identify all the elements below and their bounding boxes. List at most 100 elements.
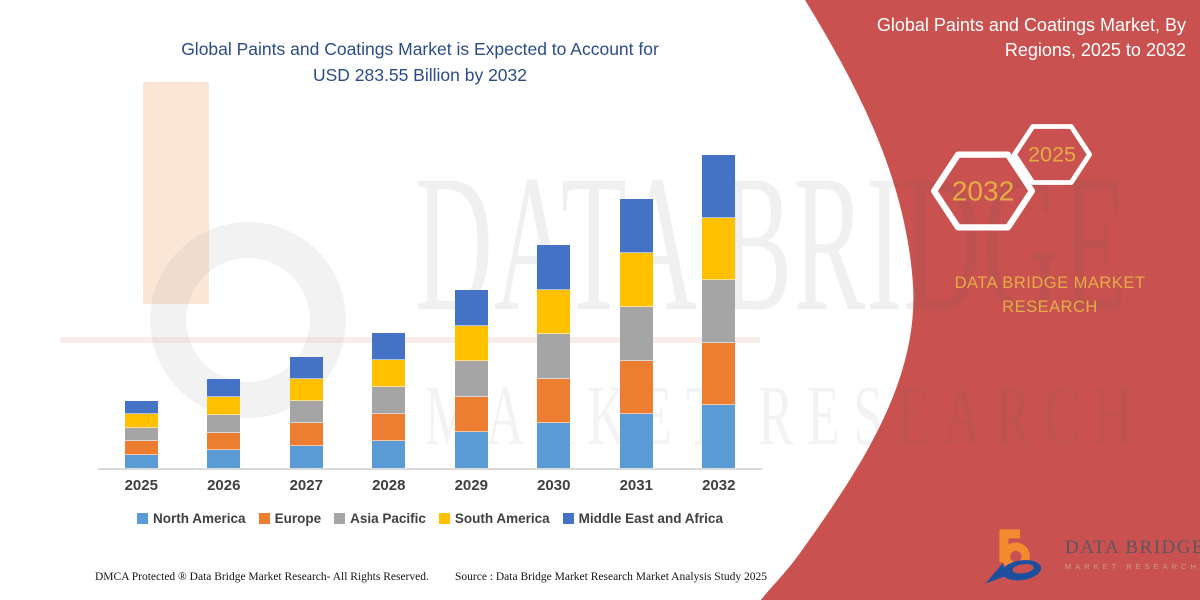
- banner-title: Global Paints and Coatings Market, By Re…: [780, 13, 1192, 63]
- legend-swatch: [258, 513, 270, 524]
- bar-segment-europe: [537, 378, 571, 424]
- legend-label: Europe: [274, 511, 322, 526]
- legend-item-europe: Europe: [258, 511, 322, 526]
- legend-swatch: [334, 513, 346, 524]
- x-axis-ticks: 2025 2026 2027 2028 2029 2030 2031 2032: [100, 477, 760, 494]
- bar-segment-middle-east-and-africa: [537, 245, 571, 290]
- bar-segment-south-america: [289, 378, 323, 402]
- hexagon-badge-2025: 2025: [1012, 124, 1092, 185]
- bar-segment-middle-east-and-africa: [454, 290, 488, 326]
- legend-label: North America: [153, 511, 246, 526]
- hexagon-badge-2032: 2032: [931, 151, 1035, 231]
- hexagon-year-label: 2032: [952, 175, 1014, 206]
- bar-segment-asia-pacific: [207, 414, 241, 433]
- data-bridge-logo: DATA BRIDGE MARKET RESEARCH: [983, 522, 1200, 586]
- bar-segment-middle-east-and-africa: [372, 333, 406, 361]
- x-tick-2029: 2029: [454, 477, 488, 494]
- logo-subtitle: MARKET RESEARCH: [1065, 562, 1200, 571]
- logo-name: DATA BRIDGE: [1065, 537, 1200, 558]
- bar-segment-north-america: [454, 432, 488, 468]
- bar-segment-asia-pacific: [124, 427, 158, 442]
- bar-segment-middle-east-and-africa: [289, 356, 323, 379]
- bar-2028: [372, 333, 406, 468]
- x-axis-line: [98, 468, 762, 470]
- legend-swatch: [137, 513, 149, 524]
- banner-brand-text: DATA BRIDGE MARKET RESEARCH: [928, 271, 1172, 319]
- x-tick-2028: 2028: [372, 477, 406, 494]
- bar-segment-middle-east-and-africa: [207, 379, 241, 397]
- banner-title-line1: Global Paints and Coatings Market, By: [876, 15, 1186, 35]
- chart-title-line2: USD 283.55 Billion by 2032: [312, 65, 528, 85]
- legend-swatch: [562, 513, 574, 524]
- logo-text-block: DATA BRIDGE MARKET RESEARCH: [1065, 537, 1200, 571]
- source-note: Source : Data Bridge Market Research Mar…: [455, 571, 768, 583]
- bar-2029: [454, 290, 488, 468]
- bar-segment-south-america: [207, 397, 241, 415]
- legend-swatch: [438, 513, 450, 524]
- bar-segment-south-america: [454, 325, 488, 362]
- bar-segment-north-america: [124, 454, 158, 468]
- bar-segment-south-america: [537, 289, 571, 335]
- hexagon-year-label: 2025: [1028, 142, 1076, 167]
- red-banner-shape: [761, 0, 1200, 600]
- legend-item-north-america: North America: [137, 511, 246, 526]
- legend-label: Asia Pacific: [350, 511, 426, 526]
- bar-segment-north-america: [702, 405, 736, 468]
- x-tick-2032: 2032: [702, 477, 736, 494]
- bar-segment-asia-pacific: [619, 306, 653, 361]
- bar-segment-europe: [207, 432, 241, 451]
- bar-2026: [207, 379, 241, 468]
- data-bridge-logo-icon: [985, 529, 1042, 584]
- bar-segment-europe: [372, 414, 406, 442]
- bar-2030: [537, 245, 571, 468]
- bar-segment-north-america: [537, 423, 571, 468]
- bar-segment-europe: [702, 342, 736, 406]
- bar-segment-south-america: [372, 360, 406, 388]
- bar-segment-asia-pacific: [372, 387, 406, 415]
- bar-segment-europe: [289, 423, 323, 446]
- x-tick-2031: 2031: [619, 477, 653, 494]
- hexagon-outline: [931, 151, 1035, 231]
- bar-2031: [619, 199, 653, 468]
- chart-legend: North America Europe Asia Pacific South Ame…: [100, 511, 760, 526]
- bar-segment-asia-pacific: [702, 280, 736, 343]
- banner-brand-line2: RESEARCH: [1002, 298, 1098, 316]
- bar-segment-south-america: [619, 253, 653, 307]
- banner-title-line2: Regions, 2025 to 2032: [1004, 40, 1186, 60]
- banner-brand-line1: DATA BRIDGE MARKET: [954, 274, 1146, 292]
- bar-segment-asia-pacific: [454, 361, 488, 397]
- x-tick-2030: 2030: [537, 477, 571, 494]
- legend-item-south-america: South America: [438, 511, 550, 526]
- bar-plot: [100, 148, 760, 468]
- bar-segment-middle-east-and-africa: [124, 400, 158, 415]
- bar-2027: [289, 356, 323, 468]
- bar-segment-north-america: [372, 441, 406, 468]
- legend-label: Middle East and Africa: [578, 511, 723, 526]
- hexagon-outline: [1012, 124, 1092, 185]
- x-tick-2025: 2025: [124, 477, 158, 494]
- legend-item-asia-pacific: Asia Pacific: [334, 511, 426, 526]
- bar-segment-asia-pacific: [289, 401, 323, 424]
- bar-segment-north-america: [207, 450, 241, 468]
- x-tick-2027: 2027: [289, 477, 323, 494]
- bar-segment-north-america: [619, 414, 653, 468]
- chart-title-line1: Global Paints and Coatings Market is Exp…: [181, 39, 659, 59]
- bar-segment-europe: [454, 396, 488, 433]
- bar-segment-europe: [124, 441, 158, 455]
- legend-label: South America: [454, 511, 550, 526]
- bar-segment-middle-east-and-africa: [702, 155, 736, 218]
- x-tick-2026: 2026: [207, 477, 241, 494]
- bar-segment-europe: [619, 360, 653, 415]
- bar-segment-south-america: [702, 217, 736, 281]
- chart-title: Global Paints and Coatings Market is Exp…: [90, 36, 750, 88]
- bar-segment-north-america: [289, 445, 323, 468]
- bar-2032: [702, 155, 736, 468]
- dmca-notice: DMCA Protected ® Data Bridge Market Rese…: [95, 571, 429, 583]
- bar-segment-asia-pacific: [537, 334, 571, 379]
- legend-item-middle-east-and-africa: Middle East and Africa: [562, 511, 723, 526]
- bar-2025: [124, 400, 158, 468]
- bar-segment-south-america: [124, 414, 158, 428]
- bar-segment-middle-east-and-africa: [619, 199, 653, 254]
